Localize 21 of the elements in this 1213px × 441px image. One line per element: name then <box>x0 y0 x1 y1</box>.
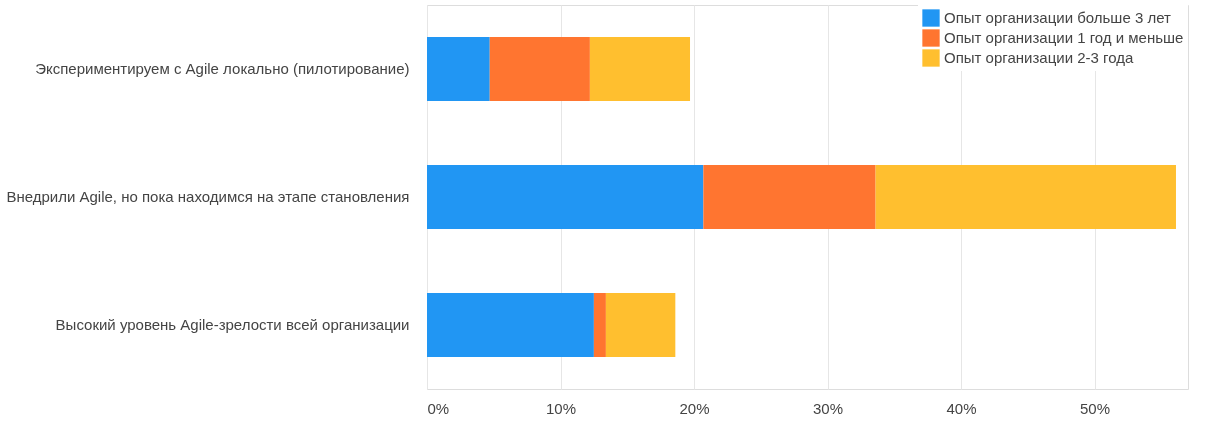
legend-label: Опыт организации 2-3 года <box>944 49 1134 66</box>
x-tick-label: 50% <box>1080 399 1111 417</box>
bar <box>703 165 876 229</box>
x-tick-label: 40% <box>946 399 977 417</box>
x-tick-label: 10% <box>545 399 577 417</box>
bar <box>427 165 704 229</box>
bar <box>605 293 676 357</box>
bar <box>427 37 490 101</box>
y-tick-label: Внедрили Agile, но пока находимся на этапе становления <box>6 188 410 205</box>
bar <box>589 37 691 101</box>
x-tick-label: 30% <box>813 399 844 417</box>
x-tick-label: 0% <box>427 399 450 417</box>
legend-label: Опыт организации больше 3 лет <box>944 9 1171 26</box>
x-tick-label: 20% <box>679 399 710 417</box>
legend-label: Опыт организации 1 год и меньше <box>944 29 1184 46</box>
y-tick-label: Экспериментируем с Agile локально (пилотирование) <box>35 60 410 77</box>
bar <box>427 293 594 357</box>
bar <box>593 293 606 357</box>
bar <box>489 37 590 101</box>
y-tick-label: Высокий уровень Agile-зрелости всей организации <box>55 316 410 333</box>
bar <box>875 165 1176 229</box>
